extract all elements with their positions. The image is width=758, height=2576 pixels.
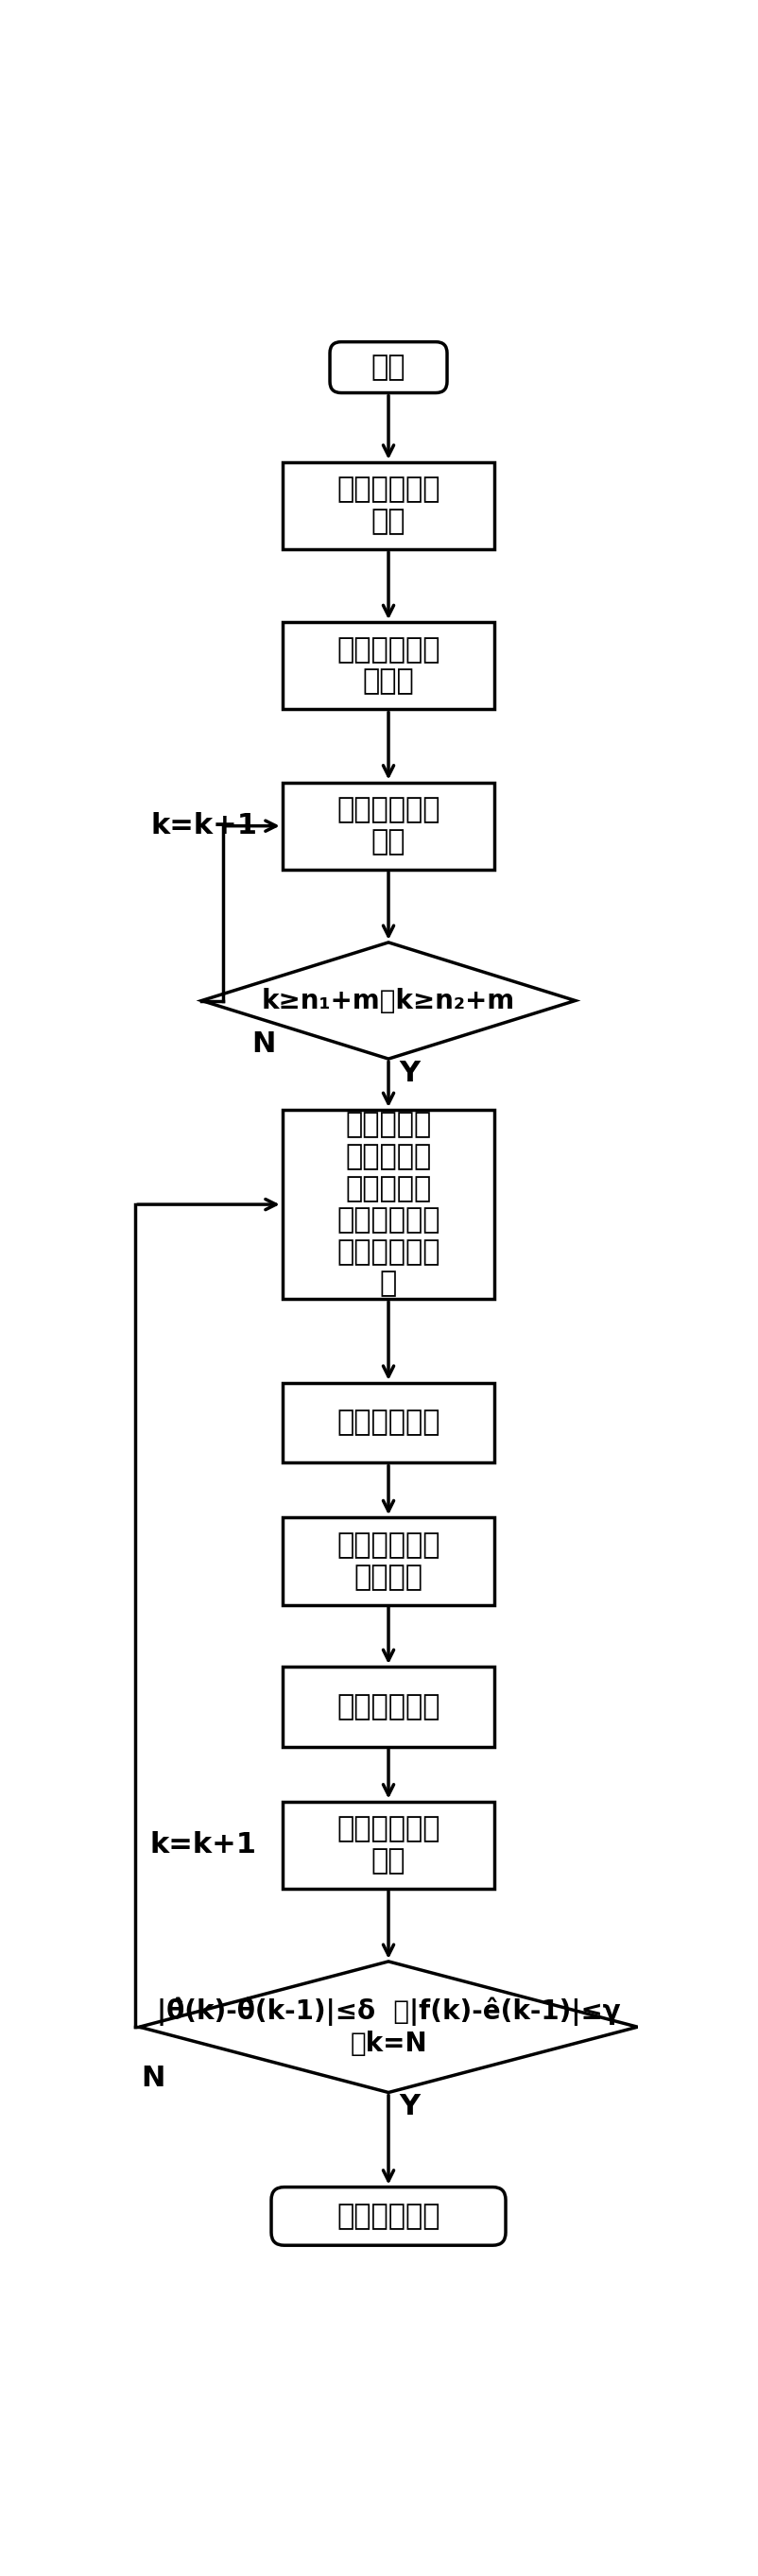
Text: k=k+1: k=k+1 — [150, 1832, 256, 1860]
FancyBboxPatch shape — [271, 2187, 506, 2246]
Text: 初始化辨识算
法参数: 初始化辨识算 法参数 — [337, 636, 440, 696]
Text: 更新系统参数: 更新系统参数 — [337, 1409, 440, 1437]
Text: Y: Y — [399, 1059, 420, 1087]
Text: 更新扰动参数: 更新扰动参数 — [337, 1692, 440, 1721]
Bar — [282, 461, 495, 549]
Bar — [282, 1383, 495, 1463]
Text: |θ̂(k)-θ̂(k-1)|≤δ  与|f(k)-ê(k-1)|≤γ
或k=N: |θ̂(k)-θ̂(k-1)|≤δ 与|f(k)-ê(k-1)|≤γ 或k=N — [157, 1996, 620, 2056]
Text: Y: Y — [399, 2094, 420, 2120]
Text: k≥n₁+m与k≥n₂+m: k≥n₁+m与k≥n₂+m — [262, 987, 515, 1015]
Text: 开始: 开始 — [371, 353, 406, 381]
Text: 分析确定模型
结构: 分析确定模型 结构 — [337, 477, 440, 536]
Bar — [282, 783, 495, 871]
Text: 构建输出向
量、信息向
量、信息矩
阵、动态扰动
向量、遗忘因
子: 构建输出向 量、信息向 量、信息矩 阵、动态扰动 向量、遗忘因 子 — [337, 1110, 440, 1298]
Bar — [282, 1667, 495, 1747]
Bar — [282, 1517, 495, 1605]
Text: 采集输入输出
数据: 采集输入输出 数据 — [337, 1816, 440, 1875]
Bar — [282, 1110, 495, 1298]
FancyBboxPatch shape — [330, 343, 447, 392]
Text: 获得系统模型: 获得系统模型 — [337, 2202, 440, 2231]
Text: N: N — [251, 1030, 275, 1059]
Text: N: N — [141, 2063, 165, 2092]
Polygon shape — [139, 1960, 637, 2092]
Text: k=k+1: k=k+1 — [152, 811, 258, 840]
Text: 构建动态扰动
遗忘因子: 构建动态扰动 遗忘因子 — [337, 1533, 440, 1592]
Polygon shape — [202, 943, 575, 1059]
Bar — [282, 1801, 495, 1888]
Bar — [282, 623, 495, 708]
Text: 采集输入输出
数据: 采集输入输出 数据 — [337, 796, 440, 855]
